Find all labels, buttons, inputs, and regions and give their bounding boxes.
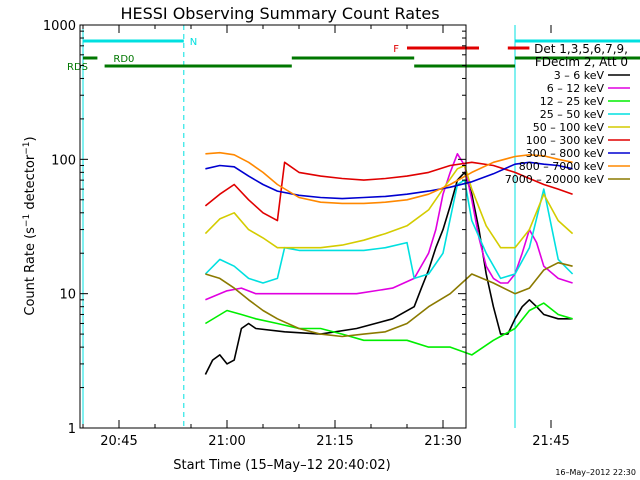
- series-line-2: [204, 302, 573, 356]
- series-line-6: [205, 161, 573, 200]
- y-axis-ticks: 1 10 100 1000: [43, 19, 466, 437]
- legend-entry-label: 300 – 800 keV: [526, 147, 605, 160]
- legend-entry-label: 6 – 12 keV: [547, 82, 605, 95]
- x-tick-label: 20:45: [100, 434, 137, 449]
- legend: Det 1,3,5,6,7,9, FDecim 2, Att 0 3 – 6 k…: [505, 42, 630, 186]
- legend-header-line-2: FDecim 2, Att 0: [535, 55, 628, 69]
- legend-entry-label: 7000 – 20000 keV: [505, 173, 605, 186]
- y-tick-label: 1: [68, 422, 76, 437]
- state-label-rd0: RD0: [113, 54, 134, 65]
- x-tick-label: 21:45: [532, 434, 569, 449]
- x-axis-label: Start Time (15–May–12 20:40:02): [173, 458, 390, 473]
- series-line-4: [204, 164, 574, 249]
- series-line-5: [204, 161, 573, 222]
- legend-entry-label: 12 – 25 keV: [540, 95, 605, 108]
- legend-entry-label: 50 – 100 keV: [533, 121, 605, 134]
- y-tick-label: 10: [59, 288, 76, 303]
- y-tick-label: 100: [51, 153, 76, 168]
- state-label-f: F: [393, 44, 399, 55]
- y-tick-label: 1000: [43, 19, 76, 34]
- series-line-7: [205, 151, 573, 205]
- series-line-3: [204, 179, 574, 284]
- state-label-rds: RDS: [67, 62, 88, 73]
- legend-entry-label: 25 – 50 keV: [540, 108, 605, 121]
- timestamp: 16–May–2012 22:30: [555, 468, 636, 477]
- series-line-0: [204, 171, 573, 375]
- legend-entry-label: 3 – 6 keV: [554, 69, 605, 82]
- y-axis-label: Count Rate (s−1 detector−1): [22, 136, 38, 315]
- series-line-8: [205, 261, 573, 338]
- legend-entry-label: 100 – 300 keV: [526, 134, 605, 147]
- x-tick-label: 21:00: [208, 434, 245, 449]
- x-tick-label: 21:30: [424, 434, 461, 449]
- legend-entry-label: 800 – 7000 keV: [519, 160, 605, 173]
- plot-frame: [79, 24, 467, 429]
- x-tick-label: 21:15: [316, 434, 353, 449]
- legend-header-line-1: Det 1,3,5,6,7,9,: [534, 42, 628, 56]
- chart-title: HESSI Observing Summary Count Rates: [120, 4, 439, 23]
- state-label-n: N: [190, 37, 197, 48]
